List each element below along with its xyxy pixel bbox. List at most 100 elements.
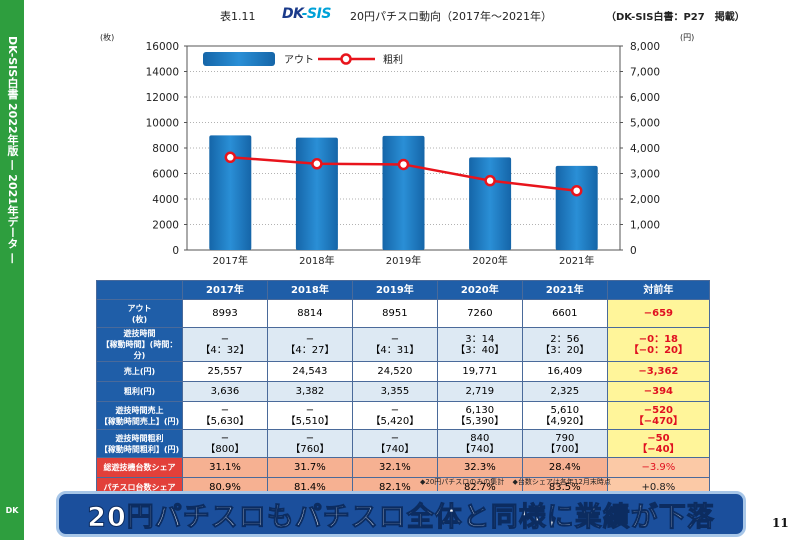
table-cell: − 【4：31】 xyxy=(351,327,438,362)
cell-line: − xyxy=(305,404,315,416)
cell-line: 8993 xyxy=(212,308,238,319)
page-number: 11 xyxy=(772,516,789,530)
table-body: アウト (枚) 8993 8814 8951 7260 6601 −659 遊技時間 【稼動時間】… xyxy=(96,299,711,498)
sidebar: DK-SIS白書 2022年版 — 2021年データ — DK xyxy=(0,0,24,540)
cell-line: 【3：20】 xyxy=(540,344,590,356)
legend-label-line: 粗利 xyxy=(383,54,403,66)
cell-line: 【4：32】 xyxy=(200,344,250,356)
sidebar-logo: DK xyxy=(5,506,19,515)
row-header: 粗利(円) xyxy=(96,381,183,402)
table-cell: 2,325 xyxy=(521,381,608,402)
cell-line: 19,771 xyxy=(462,366,498,377)
cell-line: 24,520 xyxy=(377,366,413,377)
cell-line: −3,362 xyxy=(638,366,679,377)
table-cell: 6601 xyxy=(521,299,608,328)
left-tick-label: 10000 xyxy=(146,118,179,130)
table-cell: 3,382 xyxy=(266,381,353,402)
chart-axes: 16000 8,000 14000 7,000 12000 6,000 10000 5,000… xyxy=(100,32,694,267)
right-tick-label: 8,000 xyxy=(630,41,660,53)
yoy-cell: −0：18 【−0：20】 xyxy=(606,327,711,362)
cell-line: 【−0：20】 xyxy=(628,344,689,356)
table-row: 遊技時間粗利 【稼動時間粗利】(円) − 【800】 − 【760】 − 【740】 840 【7… xyxy=(96,429,711,458)
table-cell: − 【4：27】 xyxy=(266,327,353,362)
table-cell: 25,557 xyxy=(182,361,268,382)
row-header: 遊技時間 【稼動時間】(時間：分) xyxy=(96,327,183,362)
cell-line: 8814 xyxy=(297,308,323,319)
x-tick-label: 2019年 xyxy=(386,254,421,267)
table-header-row: 2017年 2018年 2019年 2020年 2021年 対前年 xyxy=(96,280,711,300)
left-tick-label: 16000 xyxy=(146,41,179,53)
cell-line: 【800】 xyxy=(205,443,245,455)
cell-line: − xyxy=(220,333,230,345)
sidebar-title: DK-SIS白書 2022年版 — 2021年データ — xyxy=(6,36,19,264)
table-cell: 790 【700】 xyxy=(521,429,608,458)
x-tick-label: 2018年 xyxy=(299,254,334,267)
table-row: 遊技時間 【稼動時間】(時間：分) − 【4：32】 − 【4：27】 − 【4：31】 3：1… xyxy=(96,327,711,362)
cell-line: 【700】 xyxy=(545,443,585,455)
cell-line: 32.3% xyxy=(463,462,496,473)
cell-line: 遊技時間粗利 xyxy=(115,433,164,443)
left-tick-label: 6000 xyxy=(152,169,179,181)
table-cell: 5,610 【4,920】 xyxy=(521,401,608,430)
table-cell: 31.7% xyxy=(266,457,353,478)
table-cell: 3,355 xyxy=(351,381,438,402)
right-tick-label: 1,000 xyxy=(630,220,660,232)
legend-label-bar: アウト xyxy=(284,54,314,66)
cell-line: (枚) xyxy=(131,314,148,324)
cell-line: 【稼動時間】(時間：分) xyxy=(101,340,178,360)
header: 表1.11 DK-SIS 20円パチスロ動向（2017年～2021年） （DK-… xyxy=(200,6,790,24)
left-tick-label: 12000 xyxy=(146,92,179,104)
notes: ◆20円パチスロのみの集計 ◆台数シェアは各年12月末時点 xyxy=(420,477,617,487)
table-cell: 8951 xyxy=(351,299,438,328)
line-point xyxy=(224,151,237,164)
cell-line: 【4,920】 xyxy=(540,415,590,427)
left-axis-unit: (枚) xyxy=(100,32,114,42)
cell-line: − xyxy=(305,432,315,444)
cell-line: 82.1% xyxy=(378,482,411,493)
cell-line: 7260 xyxy=(467,308,493,319)
cell-line: −50 xyxy=(647,432,670,444)
cell-line: 3,382 xyxy=(295,386,325,397)
cell-line: 3,636 xyxy=(210,386,240,397)
summary-banner: 20円パチスロもパチスロ全体と同様に業績が下落 xyxy=(56,491,746,537)
table-cell: 2,719 xyxy=(436,381,523,402)
cell-line: 【5,420】 xyxy=(370,415,420,427)
cell-line: 81.4% xyxy=(294,482,326,493)
row-header: 売上(円) xyxy=(96,361,183,382)
logo-sis: -SIS xyxy=(301,6,332,22)
right-tick-label: 0 xyxy=(630,245,637,257)
yoy-cell: −3,362 xyxy=(606,361,711,382)
banner-text: 20円パチスロもパチスロ全体と同様に業績が下落 xyxy=(87,501,715,533)
left-tick-label: 14000 xyxy=(146,67,179,79)
yoy-cell: −394 xyxy=(606,381,711,402)
data-table: 2017年 2018年 2019年 2020年 2021年 対前年 アウト (枚) 8993 8… xyxy=(96,280,711,498)
cell-line: 【5,630】 xyxy=(200,415,250,427)
cell-line: 25,557 xyxy=(207,366,243,377)
cell-line: −659 xyxy=(643,308,674,319)
cell-line: 2：56 xyxy=(550,333,580,345)
combo-chart: 16000 8,000 14000 7,000 12000 6,000 10000 5,000… xyxy=(100,32,694,267)
cell-line: 粗利(円) xyxy=(123,387,156,396)
cell-line: 2,719 xyxy=(465,386,495,397)
column-header: 2019年 xyxy=(351,280,438,300)
cell-line: 31.1% xyxy=(209,462,241,473)
right-tick-label: 6,000 xyxy=(630,92,660,104)
row-header: 遊技時間売上 【稼動時間売上】(円) xyxy=(96,401,183,430)
right-tick-label: 7,000 xyxy=(630,67,660,79)
bar xyxy=(382,135,425,250)
cell-line: 【稼動時間粗利】(円) xyxy=(99,444,180,454)
cell-line: 売上(円) xyxy=(123,367,156,376)
table-row: 遊技時間売上 【稼動時間売上】(円) − 【5,630】 − 【5,510】 − 【5,420… xyxy=(96,401,711,430)
table-cell: 19,771 xyxy=(436,361,523,382)
left-tick-label: 8000 xyxy=(152,143,179,155)
cell-line: 【稼動時間売上】(円) xyxy=(99,416,180,426)
cell-line: +0.8% xyxy=(641,482,676,493)
table-cell: − 【740】 xyxy=(351,429,438,458)
right-tick-label: 2,000 xyxy=(630,194,660,206)
yoy-cell: −520 【−470】 xyxy=(606,401,711,430)
yoy-cell: −3.9% xyxy=(606,457,711,478)
table-cell: 840 【740】 xyxy=(436,429,523,458)
column-header: 2018年 xyxy=(266,280,353,300)
table-cell: − 【760】 xyxy=(266,429,353,458)
column-header: 2017年 xyxy=(182,280,268,300)
